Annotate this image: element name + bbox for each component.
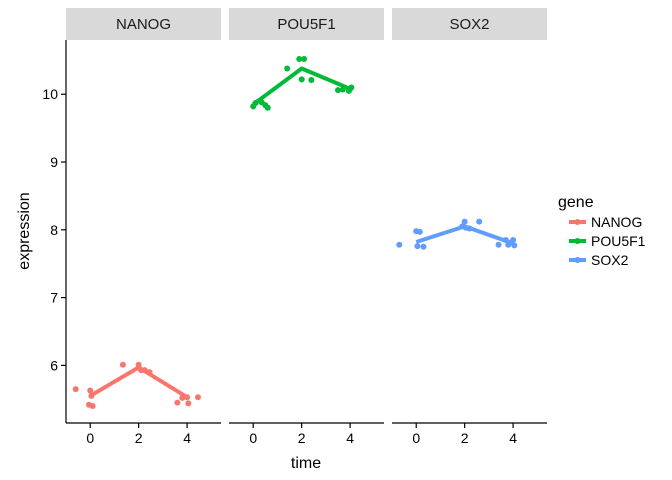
legend-key-point <box>574 238 581 244</box>
data-point <box>194 394 201 401</box>
x-tick-label: 4 <box>509 430 517 446</box>
legend-item-sox2: SOX2 <box>569 252 629 268</box>
y-tick-label: 7 <box>50 290 58 306</box>
legend-title: gene <box>558 194 594 211</box>
data-point <box>396 241 403 248</box>
data-point <box>414 243 421 250</box>
x-axis-title: time <box>291 455 321 472</box>
data-point <box>334 87 341 94</box>
data-point <box>185 400 192 407</box>
facet-strip <box>66 8 221 40</box>
legend-key-point <box>574 257 581 263</box>
y-tick-label: 6 <box>50 357 58 373</box>
facet-strip-label: NANOG <box>116 16 171 33</box>
data-point <box>284 65 291 72</box>
legend-label: POU5F1 <box>591 233 646 249</box>
data-point <box>119 361 126 368</box>
facet-strip-label: SOX2 <box>449 16 489 33</box>
data-point <box>264 104 271 111</box>
legend-item-pou5f1: POU5F1 <box>569 233 646 249</box>
data-point <box>298 76 305 83</box>
legend-item-nanog: NANOG <box>569 214 642 230</box>
y-tick-label: 10 <box>42 86 58 102</box>
x-tick-label: 4 <box>183 430 191 446</box>
y-axis-title: expression <box>16 192 33 269</box>
facet-strip <box>229 8 384 40</box>
data-point <box>308 76 315 83</box>
series-line-nanog <box>89 365 189 399</box>
facet-nanog: NANOG 0 2 4 <box>66 8 221 446</box>
y-tick-label: 9 <box>50 154 58 170</box>
x-tick-label: 2 <box>298 430 306 446</box>
data-point <box>301 55 308 62</box>
x-tick-label: 2 <box>135 430 143 446</box>
x-tick-label: 0 <box>86 430 94 446</box>
x-tick-label: 0 <box>249 430 257 446</box>
x-tick-label: 2 <box>461 430 469 446</box>
x-tick-label: 4 <box>346 430 354 446</box>
series-line-sox2 <box>415 224 514 246</box>
y-axis: 6 7 8 9 10 <box>42 40 67 423</box>
series-line-pou5f1 <box>252 66 351 107</box>
data-point <box>296 55 303 62</box>
facet-strip-label: POU5F1 <box>277 16 335 33</box>
legend-label: NANOG <box>591 214 642 230</box>
facet-pou5f1: POU5F1 0 2 4 <box>229 8 384 446</box>
legend-key-point <box>574 219 581 225</box>
data-point <box>174 399 181 406</box>
data-point <box>476 218 483 225</box>
data-point <box>495 241 502 248</box>
facet-panels: NANOG 0 2 4 POU5F1 0 2 4 SOX2 0 2 4 <box>66 8 547 446</box>
y-tick-label: 8 <box>50 222 58 238</box>
data-point <box>461 218 468 225</box>
legend-label: SOX2 <box>591 252 629 268</box>
data-point <box>72 386 79 393</box>
data-point <box>89 403 96 410</box>
legend: gene NANOG POU5F1 SOX2 <box>558 194 646 268</box>
data-point <box>87 387 94 394</box>
facet-strip <box>392 8 547 40</box>
facet-sox2: SOX2 0 2 4 <box>392 8 547 446</box>
data-point <box>416 228 423 235</box>
data-point <box>420 243 427 250</box>
x-tick-label: 0 <box>412 430 420 446</box>
